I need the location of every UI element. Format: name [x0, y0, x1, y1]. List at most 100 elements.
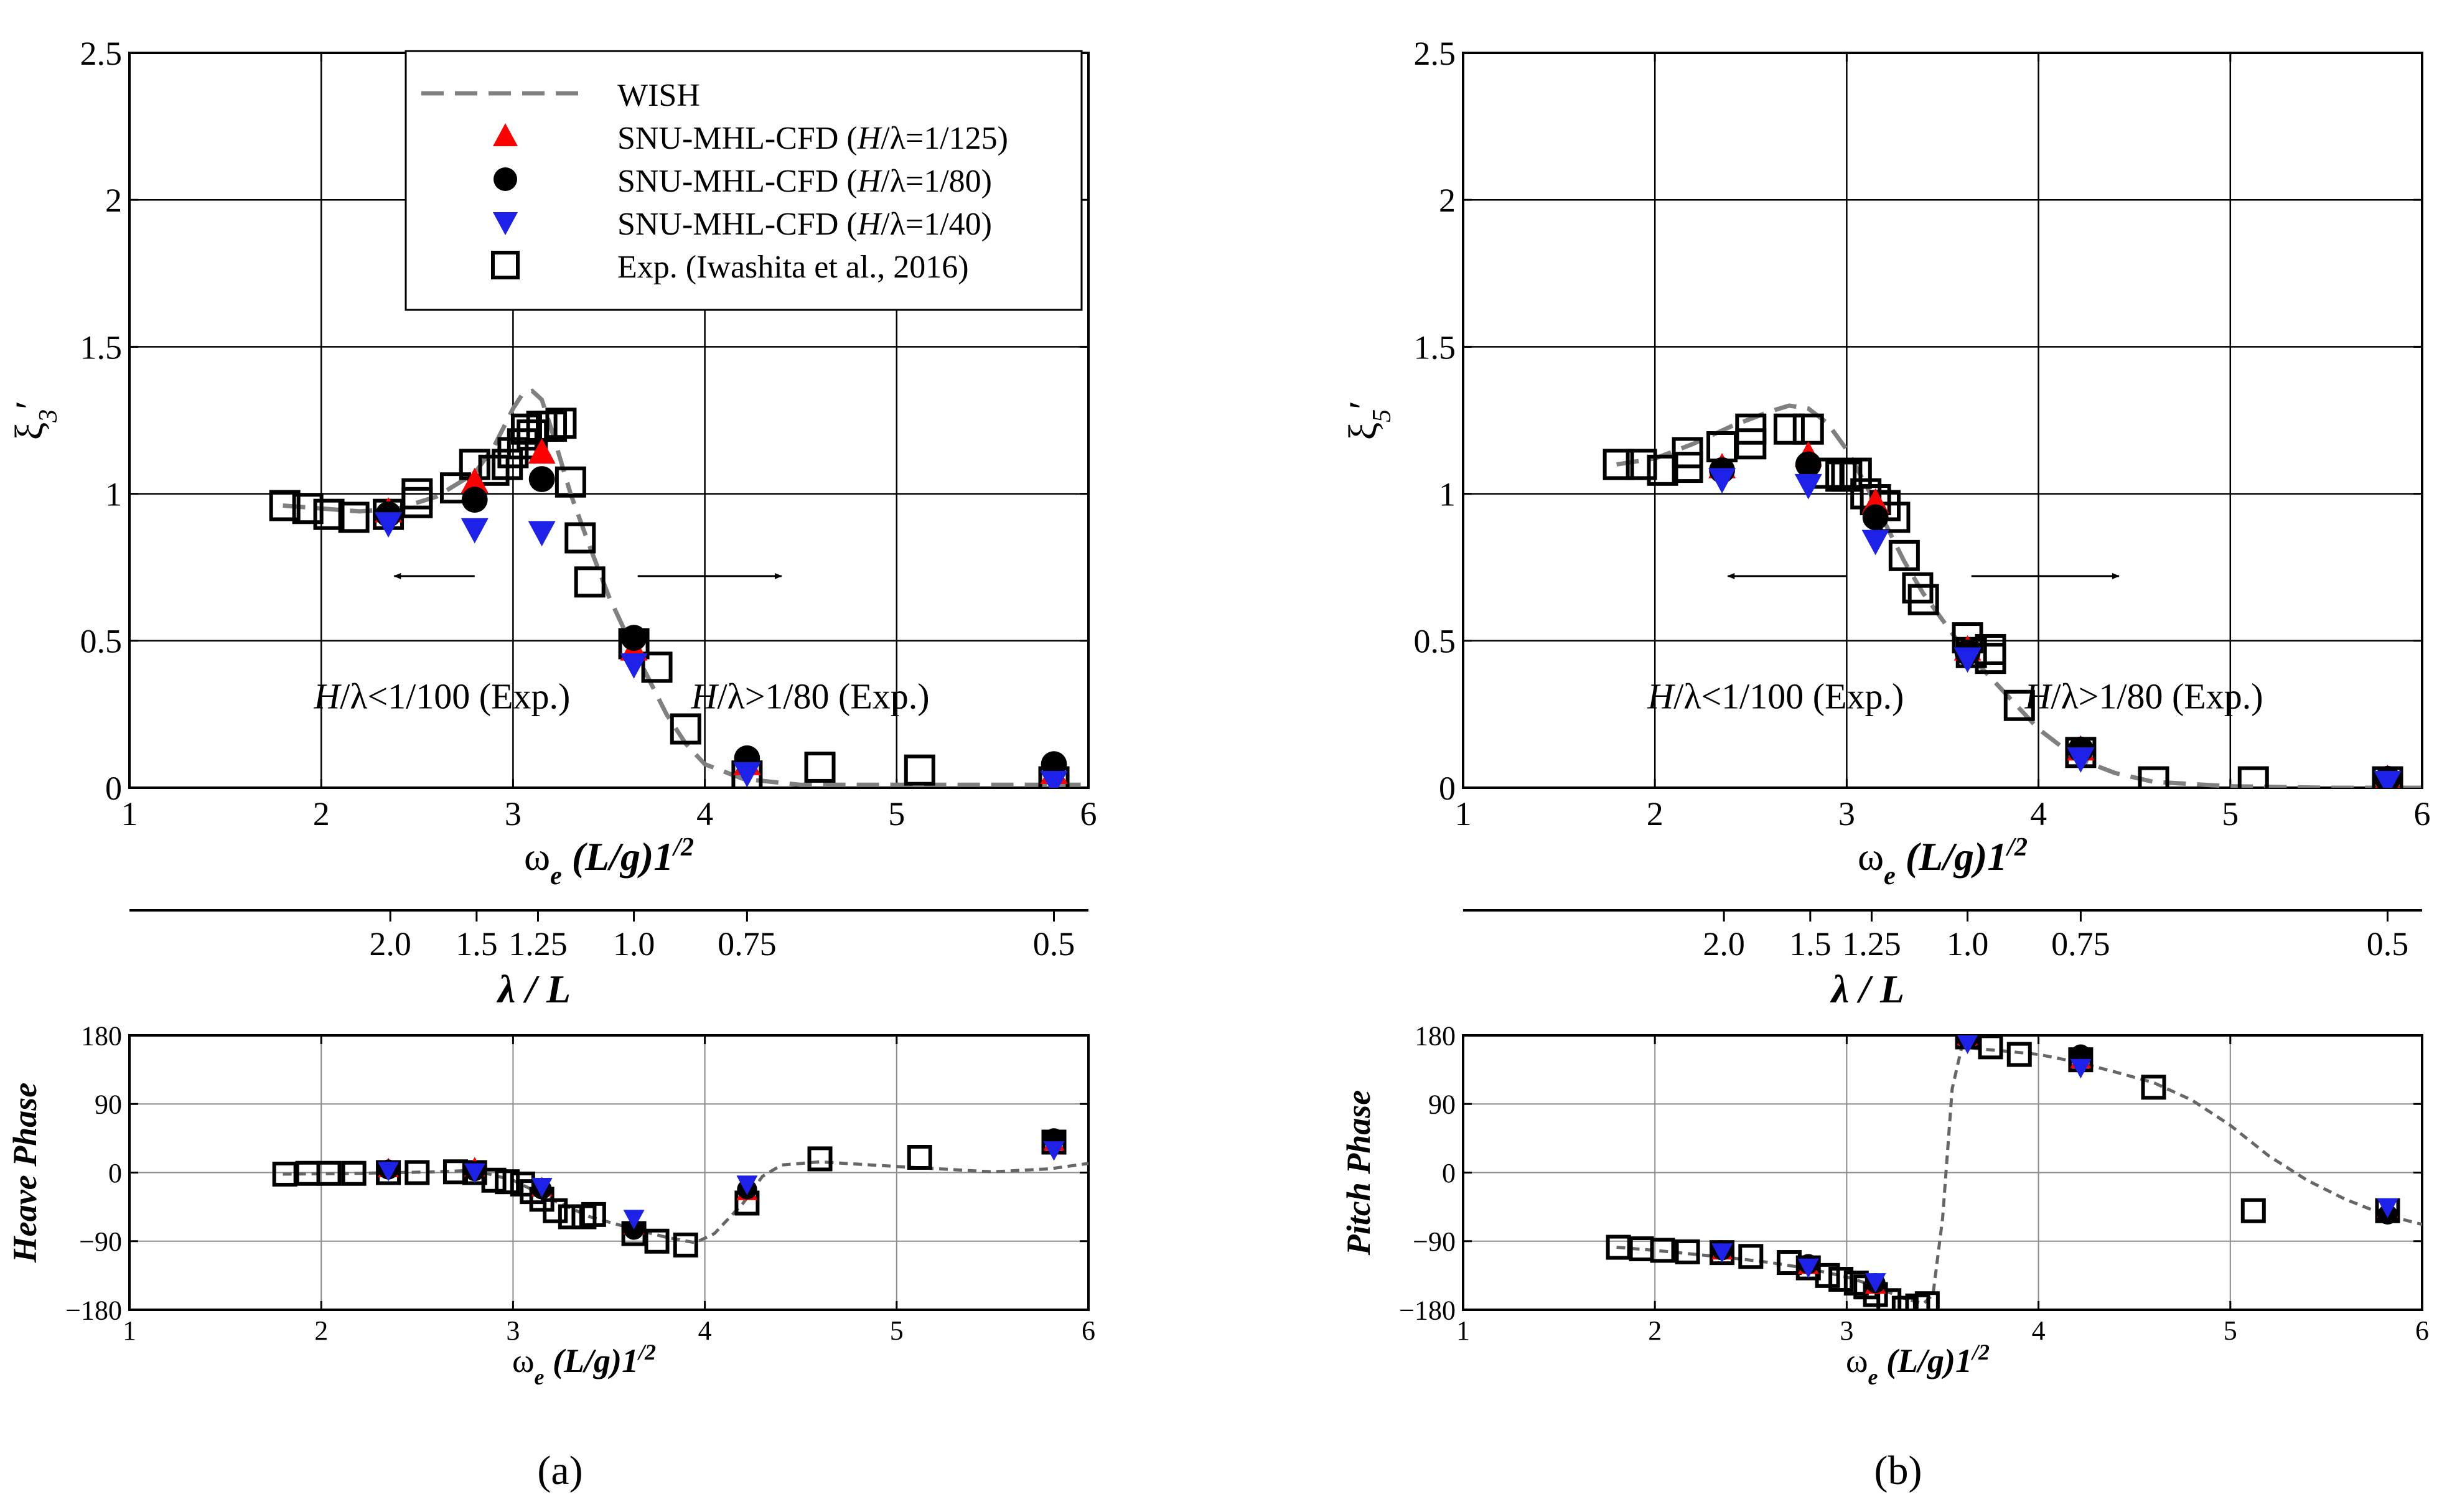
x-tick-label: 6	[2414, 795, 2431, 833]
data-point	[316, 1160, 342, 1186]
data-point	[1041, 751, 1067, 778]
data-point	[670, 713, 701, 745]
legend-label-b: /λ=1/80)	[881, 164, 992, 199]
data-point	[1602, 449, 1634, 480]
y-tick-label: 0	[1439, 770, 1456, 807]
data-point	[2006, 1042, 2032, 1067]
data-point	[624, 1220, 644, 1240]
x-axis-label: ωe (L/g)1/2	[1858, 833, 2028, 890]
lambda-tick-label: 0.5	[2367, 925, 2409, 963]
y-tick-label: 2	[105, 182, 122, 219]
legend-label: Exp. (Iwashita et al., 2016)	[617, 250, 969, 285]
legend-label-a: SNU-MHL-CFD (	[617, 121, 858, 156]
x-tick-label: 3	[505, 795, 522, 833]
lambda-tick-label: 0.75	[718, 925, 777, 963]
plot-pitch-phase: 1 2 3 4 5 6 −180 −90 0 90 180 Pitch Phase ωe (L/g)1/…	[1340, 1020, 2429, 1389]
x-label-sup: /2	[671, 833, 694, 862]
x-axis-label: ωe (L/g)1/2	[1846, 1340, 1990, 1389]
data-point	[461, 487, 488, 513]
annotation-left: H/λ<1/100 (Exp.)	[1647, 676, 1904, 716]
data-point	[1650, 1238, 1675, 1263]
plot-pitch-amplitude: 1 2 3 4 5 600.511.522.5ξ5′ωe (L/g)1/2	[1340, 35, 2431, 890]
data-point	[644, 1228, 670, 1254]
data-point	[461, 467, 489, 493]
data-point	[543, 1198, 568, 1223]
data-point	[1675, 1239, 1700, 1264]
lambda-tick-label: 1.25	[1842, 925, 1901, 963]
y-tick-label: 2.5	[1414, 35, 1456, 72]
data-point	[1888, 539, 1920, 571]
x-axis-label: ωe (L/g)1/2	[512, 1340, 656, 1389]
plot-marks	[1602, 403, 2422, 788]
y-tick-label: 0	[105, 770, 122, 807]
data-point	[1792, 413, 1824, 445]
legend-marker	[491, 251, 520, 279]
annotation-right: H/λ>1/80 (Exp.)	[2024, 676, 2263, 716]
data-point	[1040, 770, 1068, 788]
data-point	[1773, 413, 1805, 445]
x-tick-label: 6	[2415, 1315, 2429, 1346]
data-point	[554, 466, 586, 498]
annotation-h: H	[691, 676, 719, 716]
data-point	[736, 1175, 758, 1195]
figure-root: 1 2 3 4 5 600.511.522.5ξ3′ωe (L/g)1/22.0 1.5 1.…	[6, 35, 2431, 1493]
y-tick-label: 0.5	[80, 623, 123, 660]
data-point	[2237, 766, 2269, 788]
y-axis-label: ξ3′	[7, 401, 63, 441]
data-point	[481, 1167, 507, 1193]
plot-marks	[269, 388, 1088, 788]
x-tick-label: 5	[2224, 1315, 2237, 1346]
series-line-WISH	[283, 1160, 1088, 1244]
x-tick-label: 4	[2030, 795, 2047, 833]
data-point	[1708, 468, 1736, 494]
y-label-symbol: ξ	[7, 422, 51, 441]
x-tick-label: 4	[2032, 1315, 2046, 1346]
data-point	[1711, 1243, 1733, 1263]
data-point	[558, 1204, 583, 1230]
legend-marker	[493, 123, 518, 146]
x-label-main: (L/g)1	[1878, 1342, 1972, 1379]
series-line-WISH	[283, 388, 1088, 787]
legend-label: SNU-MHL-CFD (H/λ=1/40)	[617, 207, 992, 242]
panel-label-a: (a)	[537, 1448, 583, 1493]
data-point	[907, 1145, 932, 1170]
legend-label-h: H	[857, 164, 882, 199]
y-tick-label: 1	[105, 476, 122, 513]
data-point	[2003, 689, 2035, 721]
x-label-omega: ω	[512, 1342, 535, 1379]
y-tick-label: −180	[1399, 1295, 1456, 1325]
lambda-tick-label: 1.25	[508, 925, 568, 963]
data-point	[1862, 504, 1889, 531]
x-tick-label: 3	[1840, 1315, 1853, 1346]
x-tick-label: 1	[123, 1315, 136, 1346]
data-point	[269, 490, 301, 521]
x-tick-label: 2	[1648, 1315, 1662, 1346]
lambda-axis-label: λ / L	[1830, 967, 1904, 1011]
lambda-axis-label: λ / L	[496, 967, 571, 1011]
data-point	[1797, 1258, 1819, 1279]
data-point	[623, 1210, 645, 1230]
y-tick-label: 2.5	[80, 35, 123, 72]
data-point	[641, 651, 673, 683]
x-label-omega: ω	[524, 834, 550, 879]
y-label-subscript: 5	[1368, 409, 1397, 422]
data-point	[1840, 457, 1872, 489]
x-tick-label: 1	[1456, 1315, 1470, 1346]
annotation-h: H	[1647, 676, 1675, 716]
legend-label-text: WISH	[617, 78, 700, 113]
data-point	[2374, 770, 2402, 788]
data-point	[2138, 766, 2169, 788]
data-point	[378, 1162, 400, 1182]
y-tick-label: 0	[1442, 1158, 1456, 1188]
data-point	[1861, 530, 1889, 556]
plot-marks	[1606, 1035, 2422, 1310]
data-point	[620, 625, 647, 651]
y-tick-label: −90	[1413, 1226, 1456, 1257]
lambda-axis-b: 2.0 1.5 1.25 1.0 0.75 0.5 λ / L H/λ<1/100 (Exp.…	[1463, 572, 2422, 1011]
data-point	[313, 498, 345, 530]
legend-marker	[493, 212, 518, 235]
data-point	[1907, 584, 1939, 615]
lambda-axis-a: 2.0 1.5 1.25 1.0 0.75 0.5 λ / L H/λ<1/100 (Exp.…	[129, 572, 1088, 1011]
y-label-prime: ′	[1340, 401, 1385, 409]
x-tick-label: 6	[1080, 795, 1097, 833]
